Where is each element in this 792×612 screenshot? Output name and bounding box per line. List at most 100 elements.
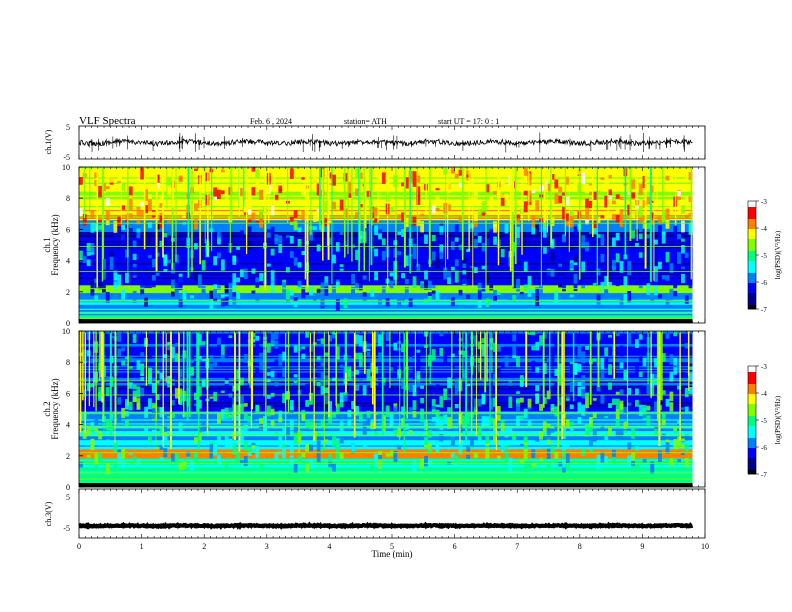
colorbar-tick-label: -4 xyxy=(761,390,767,398)
ch1-spec-band xyxy=(79,277,693,280)
ch2-spec-noise xyxy=(289,458,294,467)
ch2-spec-noise xyxy=(627,402,632,406)
ch2-spec-noise xyxy=(98,453,103,465)
ch2-spec-noise xyxy=(236,383,241,391)
colorbar-swatch xyxy=(748,432,756,435)
ch1-spec-noise xyxy=(565,270,570,277)
ch1-spec-noise xyxy=(470,267,474,273)
ch2-spec-noise xyxy=(519,380,524,387)
ch1-spec-noise xyxy=(650,218,655,225)
ch1-spec-noise xyxy=(148,232,152,244)
ch1-spec-noise xyxy=(171,291,175,297)
ch2-spec-noise xyxy=(358,355,363,368)
ch1-spec-noise xyxy=(646,234,651,239)
ch2-spec-noise xyxy=(684,458,689,468)
ch2-spec-noise xyxy=(393,364,398,372)
colorbar-swatch xyxy=(748,245,756,248)
ch2-spec-noise xyxy=(270,370,275,378)
ch1-spec-noise xyxy=(573,273,578,284)
ch2-spec-noise xyxy=(512,355,517,359)
ch2-spec-noise xyxy=(504,459,509,466)
colorbar-tick-label: -5 xyxy=(761,417,767,425)
ch1-spec-noise xyxy=(681,245,685,254)
ch1-spec-noise xyxy=(439,223,444,226)
ch2-spec-noise xyxy=(381,416,386,428)
ch1-spec-noise xyxy=(527,288,532,297)
ch2-spec-noise xyxy=(565,444,570,448)
ch1-spec-noise xyxy=(470,183,474,187)
ch1-spec-band xyxy=(79,241,693,243)
ch1-spec-noise xyxy=(293,275,298,283)
ch2-spec-noise xyxy=(600,357,605,370)
ch1-spec-noise xyxy=(404,278,409,284)
ch2-spec-band xyxy=(79,345,693,347)
ch1-spec-noise xyxy=(255,277,260,285)
ch1-spec-noise xyxy=(416,263,421,272)
ch1-spec-noise xyxy=(282,246,287,258)
ch2-spec-band xyxy=(79,394,693,397)
ch2-spec-noise xyxy=(174,453,179,463)
ch1-spec-noise xyxy=(684,252,689,258)
ch1-spec-noise xyxy=(94,180,99,187)
ch1-spec-noise xyxy=(163,254,168,264)
ch2-spec-noise xyxy=(596,383,601,392)
ch1-spec-noise xyxy=(477,235,482,243)
ch1-spec-noise xyxy=(531,226,536,235)
ch1-spec-noise xyxy=(79,208,83,217)
ch2-spec-noise xyxy=(542,333,547,339)
ch1-spec-noise xyxy=(98,225,103,230)
ch1-spec-noise xyxy=(305,292,310,295)
ch2-spec-noise xyxy=(550,462,555,467)
ch2-spec-noise xyxy=(278,410,283,422)
ch2-spec-noise xyxy=(562,440,566,451)
ch1-spec-noise xyxy=(378,222,382,228)
ch1-spec-noise xyxy=(266,232,271,238)
ch2-spec-noise xyxy=(255,335,260,341)
ch1-spec-noise xyxy=(412,243,417,251)
ch2-spec-band xyxy=(79,355,693,358)
ch1-spec-noise xyxy=(404,255,409,266)
ch1-spec-noise xyxy=(297,239,302,250)
ch1-spec-noise xyxy=(466,269,471,280)
ch2-spec-noise xyxy=(128,382,133,389)
ch1-spec-noise xyxy=(347,181,352,194)
ch2-spec-noise xyxy=(523,442,528,445)
ch1-spec-band xyxy=(79,238,693,241)
colorbar-tick-label: -6 xyxy=(761,279,767,287)
ch1-spec-noise xyxy=(132,240,137,248)
ch1-spec-noise xyxy=(366,168,371,173)
ch2-spec-noise xyxy=(447,377,451,389)
ch2-spec-noise xyxy=(650,380,655,384)
ch1-spec-noise xyxy=(477,209,482,216)
ch1-spec-noise xyxy=(646,196,651,205)
ch2-spec-noise xyxy=(171,400,175,406)
ch1-spec-noise xyxy=(389,204,394,213)
ch1-spec-noise xyxy=(105,171,110,179)
x-tick-labels: 0 1 2 3 4 5 6 7 8 9 10 xyxy=(77,542,709,551)
ch1-spec-noise xyxy=(274,257,279,264)
ch2-spec-noise xyxy=(190,366,195,376)
ch2-spec-noise xyxy=(259,418,264,430)
ch2-spec-noise xyxy=(155,394,160,400)
colorbar-tick-label: -7 xyxy=(761,471,767,479)
ch2-spec-noise xyxy=(600,451,605,463)
ch1-spec-noise xyxy=(473,190,478,201)
ch1-spec-noise xyxy=(82,272,87,285)
ch1-spec-noise xyxy=(128,195,133,201)
ch1-spec-noise xyxy=(259,189,264,200)
ch2-spec-band xyxy=(79,349,693,351)
colorbar-swatch xyxy=(748,225,756,228)
ch1-spec-noise xyxy=(316,211,321,222)
ch1-spec-noise xyxy=(542,226,547,238)
ch2-spec-noise xyxy=(140,363,145,366)
colorbar-swatch xyxy=(748,370,756,373)
ch1-spec-noise xyxy=(477,290,482,300)
ch1-spec-noise xyxy=(98,207,103,212)
ch1-spec-noise xyxy=(381,286,386,297)
ch2-spec-noise xyxy=(516,398,520,406)
ch1-spec-noise xyxy=(615,282,620,287)
ch1-spec-noise xyxy=(447,183,451,193)
ch2-spec-noise xyxy=(612,456,616,463)
ch2-spec-noise xyxy=(546,424,551,430)
